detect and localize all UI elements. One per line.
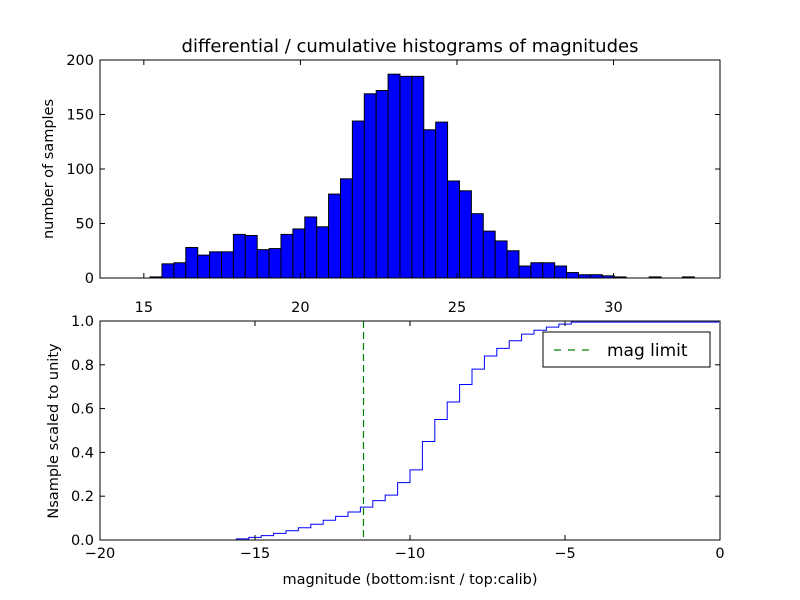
top-y-tick-label-0: 0 xyxy=(85,271,94,287)
histogram-bar-5 xyxy=(209,251,222,279)
histogram-bar-26 xyxy=(458,190,472,279)
top-x-tick-label-0: 15 xyxy=(135,300,153,316)
histogram-bar-22 xyxy=(411,75,425,279)
chart-title: differential / cumulative histograms of … xyxy=(182,36,639,57)
legend: mag limit xyxy=(542,331,711,368)
bottom-y-tick-label-3: 0.6 xyxy=(71,402,94,418)
top-y-tick-label-2: 100 xyxy=(66,162,94,178)
histogram-bar-15 xyxy=(328,193,341,279)
top-x-tick-label-2: 25 xyxy=(448,300,466,316)
top-axes-frame xyxy=(99,59,721,279)
top-y-tick-label-4: 200 xyxy=(66,53,94,69)
bottom-y-tick-label-0: 0.0 xyxy=(71,533,94,549)
histogram-bar-19 xyxy=(375,90,389,279)
histogram-bar-24 xyxy=(435,121,449,279)
histogram-bar-14 xyxy=(316,226,330,279)
bottom-axis-ticks: −20 −15 −10 −5 0 0.0 0.2 0.4 0.6 0.8 1.0 xyxy=(71,314,725,562)
histogram-bar-28 xyxy=(482,230,496,279)
histogram-bar-23 xyxy=(423,129,437,279)
top-y-tick-label-1: 50 xyxy=(76,217,94,233)
histogram-bar-7 xyxy=(232,233,246,279)
bottom-x-tick-label-0: −20 xyxy=(85,546,116,562)
bottom-panel: −20 −15 −10 −5 0 0.0 0.2 0.4 0.6 0.8 1.0 Nsample s… xyxy=(46,314,725,588)
histogram-bar-35 xyxy=(566,272,579,279)
histogram-bar-21 xyxy=(399,75,413,279)
bottom-y-axis-label: Nsample scaled to unity xyxy=(46,343,62,519)
histogram-bar-8 xyxy=(244,234,258,279)
histogram-bar-30 xyxy=(506,250,520,279)
top-y-tick-label-3: 150 xyxy=(66,108,94,124)
histogram-bar-29 xyxy=(494,240,508,279)
histogram-bar-4 xyxy=(197,254,211,279)
cumulative-step-line xyxy=(100,320,721,541)
histogram-bar-10 xyxy=(268,248,282,279)
histogram-bar-16 xyxy=(339,178,353,279)
bottom-y-tick-label-5: 1.0 xyxy=(71,314,94,330)
top-axis-ticks: 15 20 25 30 0 50 100 150 200 xyxy=(66,53,720,316)
bottom-axes-frame xyxy=(99,320,721,541)
bottom-x-tick-label-2: −10 xyxy=(395,546,426,562)
histogram-bar-25 xyxy=(447,180,460,279)
histogram-bar-17 xyxy=(351,120,365,279)
histogram-bar-13 xyxy=(304,216,318,279)
histogram-bar-32 xyxy=(530,262,544,279)
bottom-y-tick-label-4: 0.8 xyxy=(71,358,94,374)
histogram-bar-34 xyxy=(554,265,568,279)
histogram-bar-12 xyxy=(292,228,306,279)
bottom-x-tick-label-4: 0 xyxy=(715,546,724,562)
top-y-axis-label: number of samples xyxy=(41,99,57,239)
bottom-y-tick-label-1: 0.2 xyxy=(71,489,94,505)
histogram-bar-3 xyxy=(185,246,199,279)
histogram-bar-6 xyxy=(220,251,234,279)
top-x-tick-label-1: 20 xyxy=(291,300,309,316)
bottom-x-tick-label-1: −15 xyxy=(240,546,271,562)
histogram-bar-11 xyxy=(280,233,294,279)
histogram-bar-18 xyxy=(363,93,377,279)
histogram-bar-27 xyxy=(470,213,484,279)
histogram-bar-31 xyxy=(518,265,532,279)
histogram-bar-20 xyxy=(387,73,401,279)
bottom-x-axis-label: magnitude (bottom:isnt / top:calib) xyxy=(282,572,537,588)
top-panel: differential / cumulative histograms of … xyxy=(41,36,721,316)
bottom-x-tick-label-3: −5 xyxy=(554,546,575,562)
histogram-bar-2 xyxy=(173,262,187,279)
top-x-tick-label-3: 30 xyxy=(604,300,622,316)
histogram-bar-9 xyxy=(256,249,270,279)
bottom-y-tick-label-2: 0.4 xyxy=(71,445,94,461)
legend-entry-mag-limit: mag limit xyxy=(607,341,688,361)
histogram-bar-1 xyxy=(161,263,175,279)
histogram-bar-33 xyxy=(542,262,556,279)
